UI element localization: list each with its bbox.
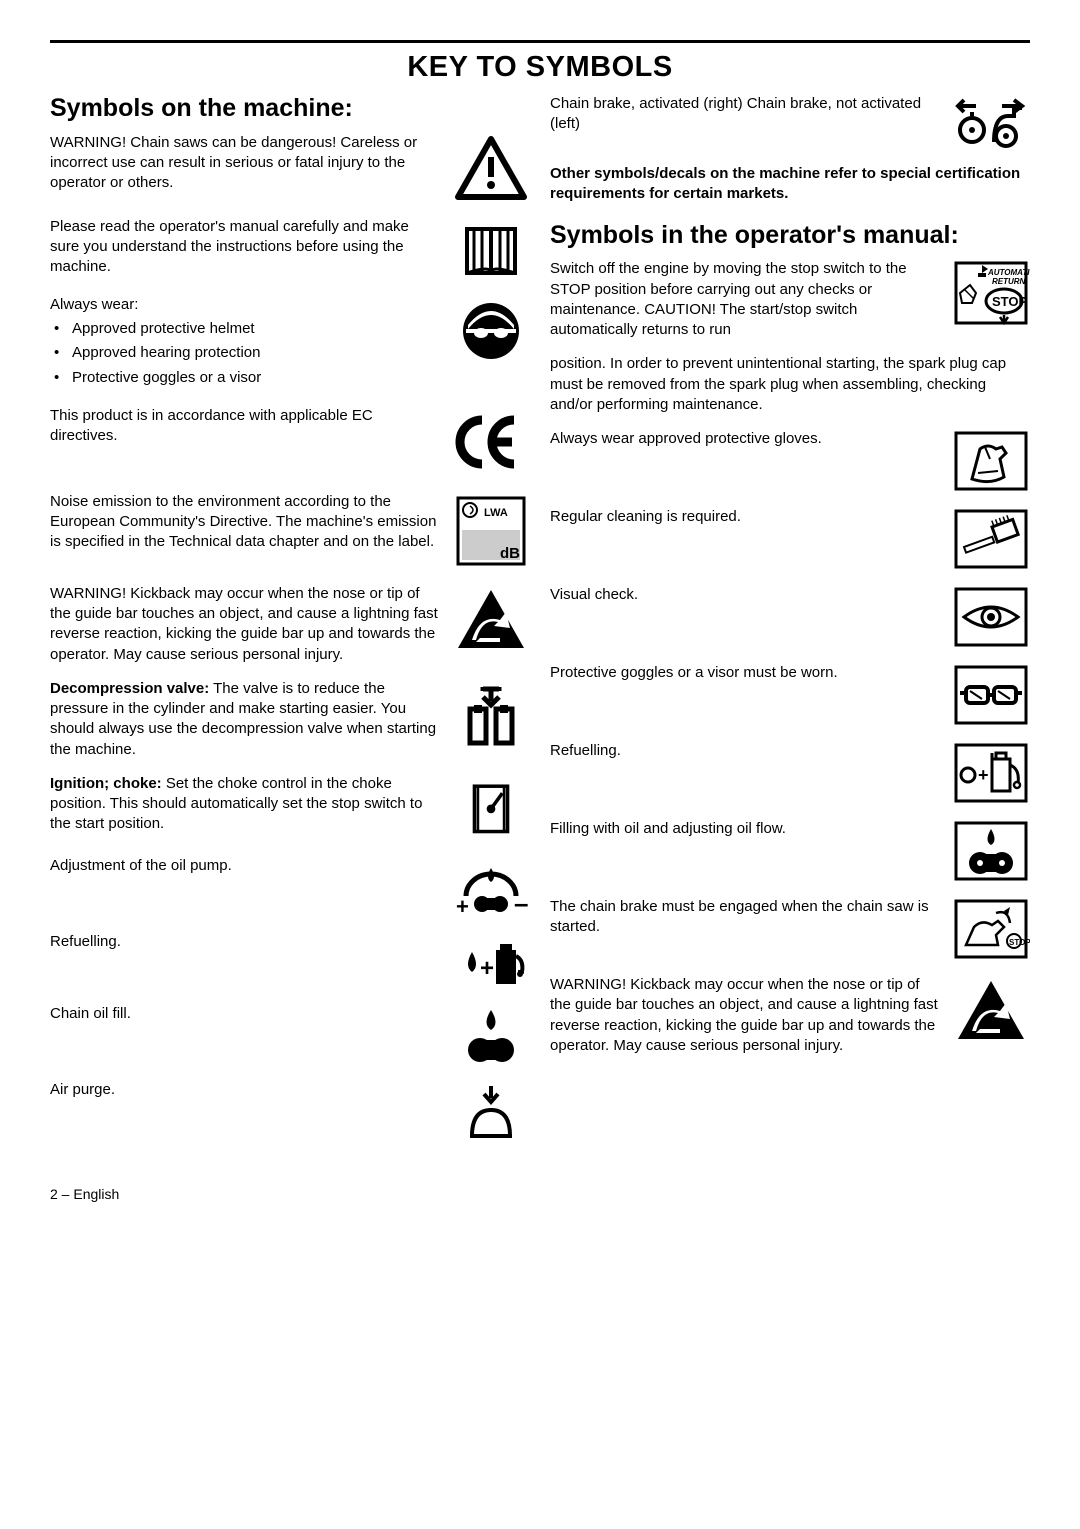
symbol-item: This product is in accordance with appli… <box>50 406 530 478</box>
fuel-pump-drop-icon <box>452 932 530 990</box>
item-text: Please read the operator's manual carefu… <box>50 217 440 278</box>
symbol-item: Decompression valve: The valve is to red… <box>50 679 530 760</box>
symbol-item: Always wear approved protective gloves. <box>550 429 1030 493</box>
warning-triangle-icon <box>452 133 530 203</box>
item-text: Always wear approved protective gloves. <box>550 429 940 449</box>
choke-lever-icon <box>452 774 530 842</box>
page-footer: 2 – English <box>50 1186 1030 1202</box>
page-title: KEY TO SYMBOLS <box>50 43 1030 94</box>
symbol-item: Refuelling. <box>550 741 1030 805</box>
symbol-item: Adjustment of the oil pump. <box>50 856 530 918</box>
bold-prefix: Decompression valve: <box>50 680 209 697</box>
symbol-item: WARNING! Kickback may occur when the nos… <box>550 975 1030 1056</box>
item-text: Switch off the engine by moving the stop… <box>550 259 940 340</box>
oil-pump-adj-icon <box>452 856 530 918</box>
brake-engage-box-icon <box>952 897 1030 961</box>
symbol-item: Filling with oil and adjusting oil flow. <box>550 819 1030 883</box>
kickback-triangle-icon <box>452 584 530 654</box>
item-text: Noise emission to the environment accord… <box>50 492 440 553</box>
item-text: WARNING! Kickback may occur when the nos… <box>550 975 940 1056</box>
wear-list: Approved protective helmet Approved hear… <box>50 319 440 388</box>
two-column-layout: Symbols on the machine: WARNING! Chain s… <box>50 94 1030 1156</box>
glove-box-icon <box>952 429 1030 493</box>
ce-mark-icon <box>452 406 530 478</box>
symbol-item: WARNING! Kickback may occur when the nos… <box>50 584 530 665</box>
noise-db-icon <box>452 492 530 570</box>
list-item: Approved hearing protection <box>50 343 440 363</box>
symbol-item: Chain brake, activated (right) Chain bra… <box>550 94 1030 150</box>
bold-prefix: Ignition; choke: <box>50 775 162 792</box>
symbol-item: Switch off the engine by moving the stop… <box>550 259 1030 340</box>
item-text: Ignition; choke: Set the choke control i… <box>50 774 440 835</box>
list-item: Approved protective helmet <box>50 319 440 339</box>
intro-text: Always wear: <box>50 296 138 313</box>
symbol-item: The chain brake must be engaged when the… <box>550 897 1030 961</box>
symbol-item: Protective goggles or a visor must be wo… <box>550 663 1030 727</box>
item-text: Adjustment of the oil pump. <box>50 856 440 876</box>
left-column: Symbols on the machine: WARNING! Chain s… <box>50 94 530 1156</box>
goggles-box-icon <box>952 663 1030 727</box>
symbol-item: Regular cleaning is required. <box>550 507 1030 571</box>
eye-box-icon <box>952 585 1030 649</box>
left-heading: Symbols on the machine: <box>50 94 530 123</box>
item-text: Protective goggles or a visor must be wo… <box>550 663 940 683</box>
item-text: Filling with oil and adjusting oil flow. <box>550 819 940 839</box>
air-purge-bulb-icon <box>452 1080 530 1142</box>
item-text: Refuelling. <box>550 741 940 761</box>
item-text: Chain brake, activated (right) Chain bra… <box>550 94 940 135</box>
refuel-box-icon <box>952 741 1030 805</box>
item-text: Air purge. <box>50 1080 440 1100</box>
symbol-item: Refuelling. <box>50 932 530 990</box>
symbol-item: Visual check. <box>550 585 1030 649</box>
symbol-item: Ignition; choke: Set the choke control i… <box>50 774 530 842</box>
symbol-item: Chain oil fill. <box>50 1004 530 1066</box>
item-text: WARNING! Chain saws can be dangerous! Ca… <box>50 133 440 194</box>
chain-brake-arrows-icon <box>952 94 1030 150</box>
decomp-valve-icon <box>452 679 530 749</box>
manual-book-icon <box>452 217 530 281</box>
symbol-item: Always wear: Approved protective helmet … <box>50 295 530 392</box>
helmet-head-icon <box>452 295 530 367</box>
item-text: WARNING! Kickback may occur when the nos… <box>50 584 440 665</box>
kickback-triangle-icon <box>952 975 1030 1045</box>
brush-box-icon <box>952 507 1030 571</box>
item-text: Visual check. <box>550 585 940 605</box>
symbol-item: WARNING! Chain saws can be dangerous! Ca… <box>50 133 530 203</box>
right-column: Chain brake, activated (right) Chain bra… <box>550 94 1030 1156</box>
item-text: Refuelling. <box>50 932 440 952</box>
item-text: Decompression valve: The valve is to red… <box>50 679 440 760</box>
symbol-item: Noise emission to the environment accord… <box>50 492 530 570</box>
page-frame: KEY TO SYMBOLS Symbols on the machine: W… <box>50 40 1030 1202</box>
stop-switch-icon <box>952 259 1030 327</box>
chain-oil-drop-icon <box>452 1004 530 1066</box>
symbol-item: Please read the operator's manual carefu… <box>50 217 530 281</box>
item-text: The chain brake must be engaged when the… <box>550 897 940 938</box>
item-text: Regular cleaning is required. <box>550 507 940 527</box>
list-item: Protective goggles or a visor <box>50 368 440 388</box>
oil-flow-box-icon <box>952 819 1030 883</box>
symbol-item: Air purge. <box>50 1080 530 1142</box>
right-heading: Symbols in the operator's manual: <box>550 221 1030 250</box>
certification-note: Other symbols/decals on the machine refe… <box>550 164 1030 205</box>
item-text: This product is in accordance with appli… <box>50 406 440 447</box>
stop-continued-text: position. In order to prevent unintentio… <box>550 354 1030 415</box>
item-text: Chain oil fill. <box>50 1004 440 1024</box>
item-text: Always wear: Approved protective helmet … <box>50 295 440 392</box>
